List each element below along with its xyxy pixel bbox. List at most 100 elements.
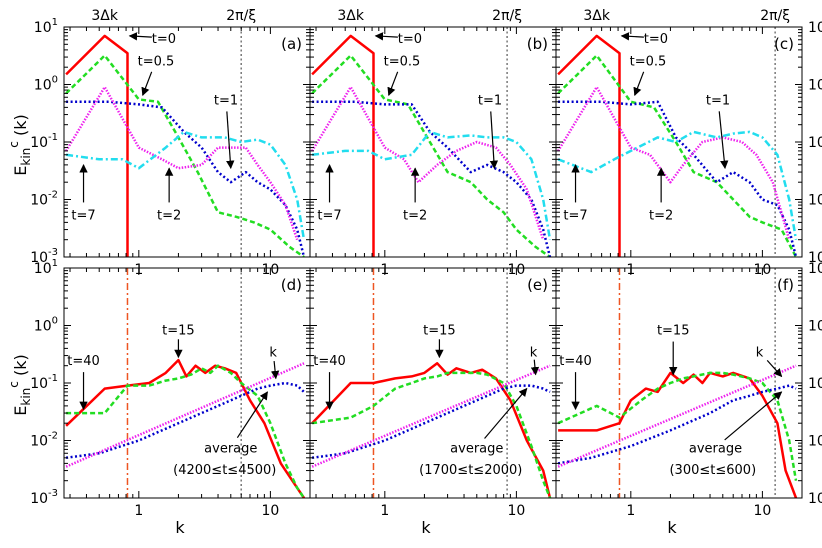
y-tick-base: 10 <box>808 250 822 266</box>
series-line <box>66 364 306 498</box>
y-tick-label: 101 <box>34 17 58 36</box>
annotation-arrow <box>724 391 783 441</box>
annotation-label: t=7 <box>563 208 587 223</box>
y-tick-label: 100 <box>34 316 58 335</box>
panel-c: 11010110010-110-210-33Δk2π/ξ(c)t=0t=0.5t… <box>555 8 822 278</box>
annotation-label: t=0 <box>152 32 176 47</box>
top-scale-label: 3Δk <box>583 8 610 24</box>
top-scale-label: 2π/ξ <box>226 8 256 24</box>
x-tick-label: 10 <box>507 503 525 519</box>
ylabel-sup: c <box>7 141 21 148</box>
annotation-label: k <box>269 346 277 361</box>
y-tick-base: 10 <box>34 20 52 36</box>
y-tick-exp: -2 <box>48 431 58 442</box>
annotation-label: t=1 <box>706 93 730 108</box>
x-axis-label-col2: k <box>421 518 431 537</box>
annotation-label: average <box>450 442 503 457</box>
x-tick-label: 1 <box>626 503 635 519</box>
y-tick-exp: -1 <box>48 132 58 143</box>
y-tick-base: 10 <box>808 135 822 151</box>
annotation-label: t=0.5 <box>138 55 175 70</box>
annotation-label: k <box>530 346 538 361</box>
annotation-label: t=0.5 <box>630 55 667 70</box>
y-tick-label-right: 10-2 <box>808 431 822 450</box>
y-tick-label-right: 100 <box>808 75 822 94</box>
x-axis-label-col3: k <box>667 518 677 537</box>
top-scale-label: 2π/ξ <box>760 8 790 24</box>
annotation-label: t=7 <box>317 208 341 223</box>
series-line <box>311 371 552 498</box>
series-line <box>311 364 551 468</box>
annotation-label: t=40 <box>313 354 346 369</box>
series-line <box>311 54 551 257</box>
x-tick-label: 1 <box>134 503 143 519</box>
y-tick-base: 10 <box>808 491 822 507</box>
panel-label: (e) <box>527 276 548 294</box>
y-tick-label: 100 <box>34 75 58 94</box>
annotation-arrow <box>484 387 528 439</box>
series-group <box>65 358 306 498</box>
series-line <box>65 34 129 257</box>
series-line <box>557 130 798 240</box>
panel-label: (b) <box>527 35 548 53</box>
annotation-arrow <box>766 359 783 378</box>
y-axis-label-bottom: Ekinc (k) <box>7 354 33 415</box>
x-tick-label: 1 <box>380 503 389 519</box>
series-line <box>65 85 299 241</box>
annotation-label: t=15 <box>162 324 195 339</box>
y-tick-label-right: 101 <box>808 17 822 36</box>
plot-frame <box>309 26 557 258</box>
y-tick-label: 10-2 <box>30 431 58 450</box>
series-line <box>65 130 306 240</box>
y-tick-base: 10 <box>808 193 822 209</box>
y-tick-base: 10 <box>808 261 822 277</box>
annotation-label: average <box>204 442 257 457</box>
y-tick-base: 10 <box>30 193 48 209</box>
annotation-arrow <box>374 32 398 41</box>
y-tick-label-right: 101 <box>808 258 822 277</box>
y-tick-label-right: 100 <box>808 316 822 335</box>
panel-label: (c) <box>774 35 794 53</box>
annotation-label: t=0 <box>398 32 422 47</box>
y-tick-base: 10 <box>808 376 822 392</box>
y-tick-label: 10-3 <box>30 488 58 507</box>
y-tick-label-right: 10-3 <box>808 488 822 507</box>
y-tick-base: 10 <box>34 78 52 94</box>
annotation-label: (1700≤t≤2000) <box>419 463 522 478</box>
ylabel-main: E <box>11 406 30 416</box>
y-tick-label-right: 10-1 <box>808 132 822 151</box>
y-tick-label: 10-1 <box>30 132 58 151</box>
annotation-label: t=40 <box>559 354 592 369</box>
y-axis-label-top: Ekinc (k) <box>7 114 33 175</box>
panel-label: (d) <box>281 276 302 294</box>
y-tick-base: 10 <box>30 250 48 266</box>
annotation-arrow <box>530 359 540 376</box>
annotation-label: t=2 <box>649 208 673 223</box>
annotation-arrow <box>236 391 268 438</box>
annotation-label: t=0.5 <box>384 55 421 70</box>
annotation-arrow <box>141 71 153 97</box>
y-tick-exp: -2 <box>48 190 58 201</box>
y-tick-exp: 0 <box>52 316 58 327</box>
annotation-arrow <box>633 71 645 97</box>
series-line <box>557 364 797 468</box>
series-line <box>558 100 798 257</box>
y-tick-exp: 1 <box>52 258 58 269</box>
series-line <box>557 54 798 257</box>
series-line <box>557 85 791 241</box>
panel-e: 1 10 (e) t=40 t=15 k average (1700≤t≤2000) <box>309 267 557 519</box>
series-line <box>557 34 621 257</box>
annotation-label: t=15 <box>657 324 690 339</box>
series-line <box>66 100 306 257</box>
annotation-arrow <box>620 32 644 41</box>
y-tick-label: 10-2 <box>30 190 58 209</box>
y-tick-base: 10 <box>808 434 822 450</box>
y-tick-base: 10 <box>808 78 822 94</box>
y-tick-base: 10 <box>30 376 48 392</box>
y-tick-base: 10 <box>30 135 48 151</box>
series-line <box>312 100 552 257</box>
y-tick-label: 101 <box>34 258 58 277</box>
annotation-label: (4200≤t≤4500) <box>173 463 276 478</box>
y-tick-base: 10 <box>30 434 48 450</box>
